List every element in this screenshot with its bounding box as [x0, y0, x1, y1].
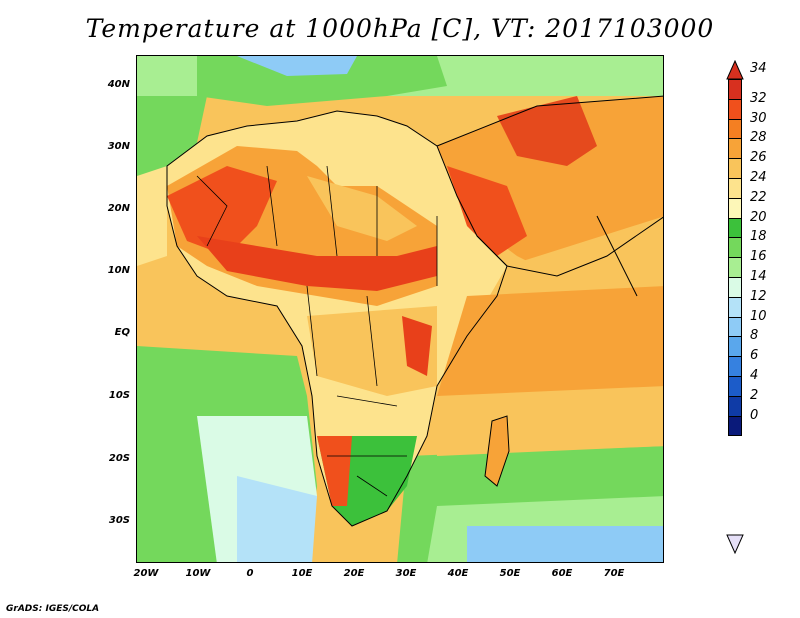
temperature-map	[136, 55, 664, 563]
lon-label-40e: 40E	[447, 568, 469, 579]
colorbar-swatch	[728, 98, 742, 120]
madagascar	[484, 415, 510, 487]
colorbar-swatch	[728, 237, 742, 259]
lat-label-10n: 10N	[107, 265, 130, 276]
lat-label-30s: 30S	[108, 515, 130, 526]
south-atlantic-blue	[237, 476, 317, 562]
colorbar-swatch	[728, 415, 742, 437]
colorbar-level-label: 4	[750, 368, 759, 383]
lat-label-eq: EQ	[114, 327, 130, 338]
colorbar-swatch	[728, 197, 742, 219]
colorbar-level-label: 12	[750, 288, 767, 304]
colorbar-level-label: 26	[750, 150, 767, 166]
colorbar-level-label: 24	[750, 170, 767, 185]
colorbar-level-label: 34	[750, 61, 767, 76]
colorbar-level-label: 16	[750, 249, 767, 265]
lon-label-30e: 30E	[395, 568, 417, 579]
colorbar-level-label: 2	[750, 387, 759, 403]
central-sahara	[307, 176, 417, 241]
lon-label-10e: 10E	[291, 568, 313, 579]
colorbar-swatch	[728, 375, 742, 397]
cold-north-zone	[237, 56, 357, 76]
colorbar-swatch	[728, 336, 742, 358]
west-sahara-hot	[167, 166, 277, 256]
map-title: Temperature at 1000hPa [C], VT: 20171030…	[85, 14, 715, 43]
south-indian-blue	[467, 526, 663, 562]
colorbar-swatch	[728, 177, 742, 199]
colorbar-bottom-arrow	[726, 534, 744, 554]
lat-label-20s: 20S	[108, 453, 130, 464]
arabia-hot	[447, 166, 527, 256]
lat-label-20n: 20N	[107, 203, 130, 214]
lon-label-10w: 10W	[185, 568, 211, 579]
colorbar-top-arrow	[726, 60, 744, 80]
colorbar-level-label: 6	[750, 348, 759, 364]
mediterranean-zone	[197, 56, 447, 106]
lat-label-30n: 30N	[107, 141, 130, 152]
colorbar-level-label: 8	[750, 328, 759, 344]
colorbar-level-label: 32	[750, 90, 767, 106]
lat-label-40n: 40N	[107, 79, 130, 90]
country-borders	[196, 165, 438, 497]
colorbar	[728, 79, 742, 437]
colorbar-swatch	[728, 296, 742, 318]
africa-coastline	[166, 110, 508, 527]
grads-credit: GrADS: IGES/COLA	[6, 604, 100, 614]
india-coastline	[596, 215, 638, 297]
lon-label-50e: 50E	[499, 568, 521, 579]
atlantic-yellow	[137, 166, 167, 266]
lon-label-70e: 70E	[603, 568, 625, 579]
indian-ocean-mid	[437, 286, 663, 396]
namibia-hot	[317, 436, 352, 506]
colorbar-level-label: 10	[750, 308, 767, 324]
colorbar-swatch	[728, 118, 742, 140]
colorbar-swatch	[728, 316, 742, 338]
lon-label-20w: 20W	[133, 568, 159, 579]
colorbar-swatch	[728, 79, 742, 100]
map-canvas	[137, 56, 663, 562]
lon-label-0: 0	[246, 568, 254, 579]
colorbar-swatch	[728, 257, 742, 278]
colorbar-level-label: 14	[750, 269, 767, 284]
colorbar-swatch	[728, 217, 742, 239]
rift-hot	[402, 316, 432, 376]
colorbar-level-label: 18	[750, 229, 767, 245]
arabia-coastline	[476, 216, 663, 277]
colorbar-level-label: 20	[750, 209, 767, 225]
colorbar-swatch	[728, 158, 742, 179]
lon-label-60e: 60E	[551, 568, 573, 579]
asia-coastline	[436, 95, 663, 147]
colorbar-level-label: 22	[750, 189, 767, 205]
iran-hot	[497, 96, 597, 166]
lat-label-10s: 10S	[108, 390, 130, 401]
sahel-hot	[197, 236, 437, 291]
colorbar-level-label: 28	[750, 130, 767, 146]
colorbar-swatch	[728, 395, 742, 417]
lon-label-20e: 20E	[343, 568, 365, 579]
colorbar-swatch	[728, 356, 742, 377]
colorbar-level-label: 0	[750, 407, 759, 423]
colorbar-swatch	[728, 276, 742, 298]
colorbar-swatch	[728, 138, 742, 160]
colorbar-level-label: 30	[750, 110, 767, 126]
